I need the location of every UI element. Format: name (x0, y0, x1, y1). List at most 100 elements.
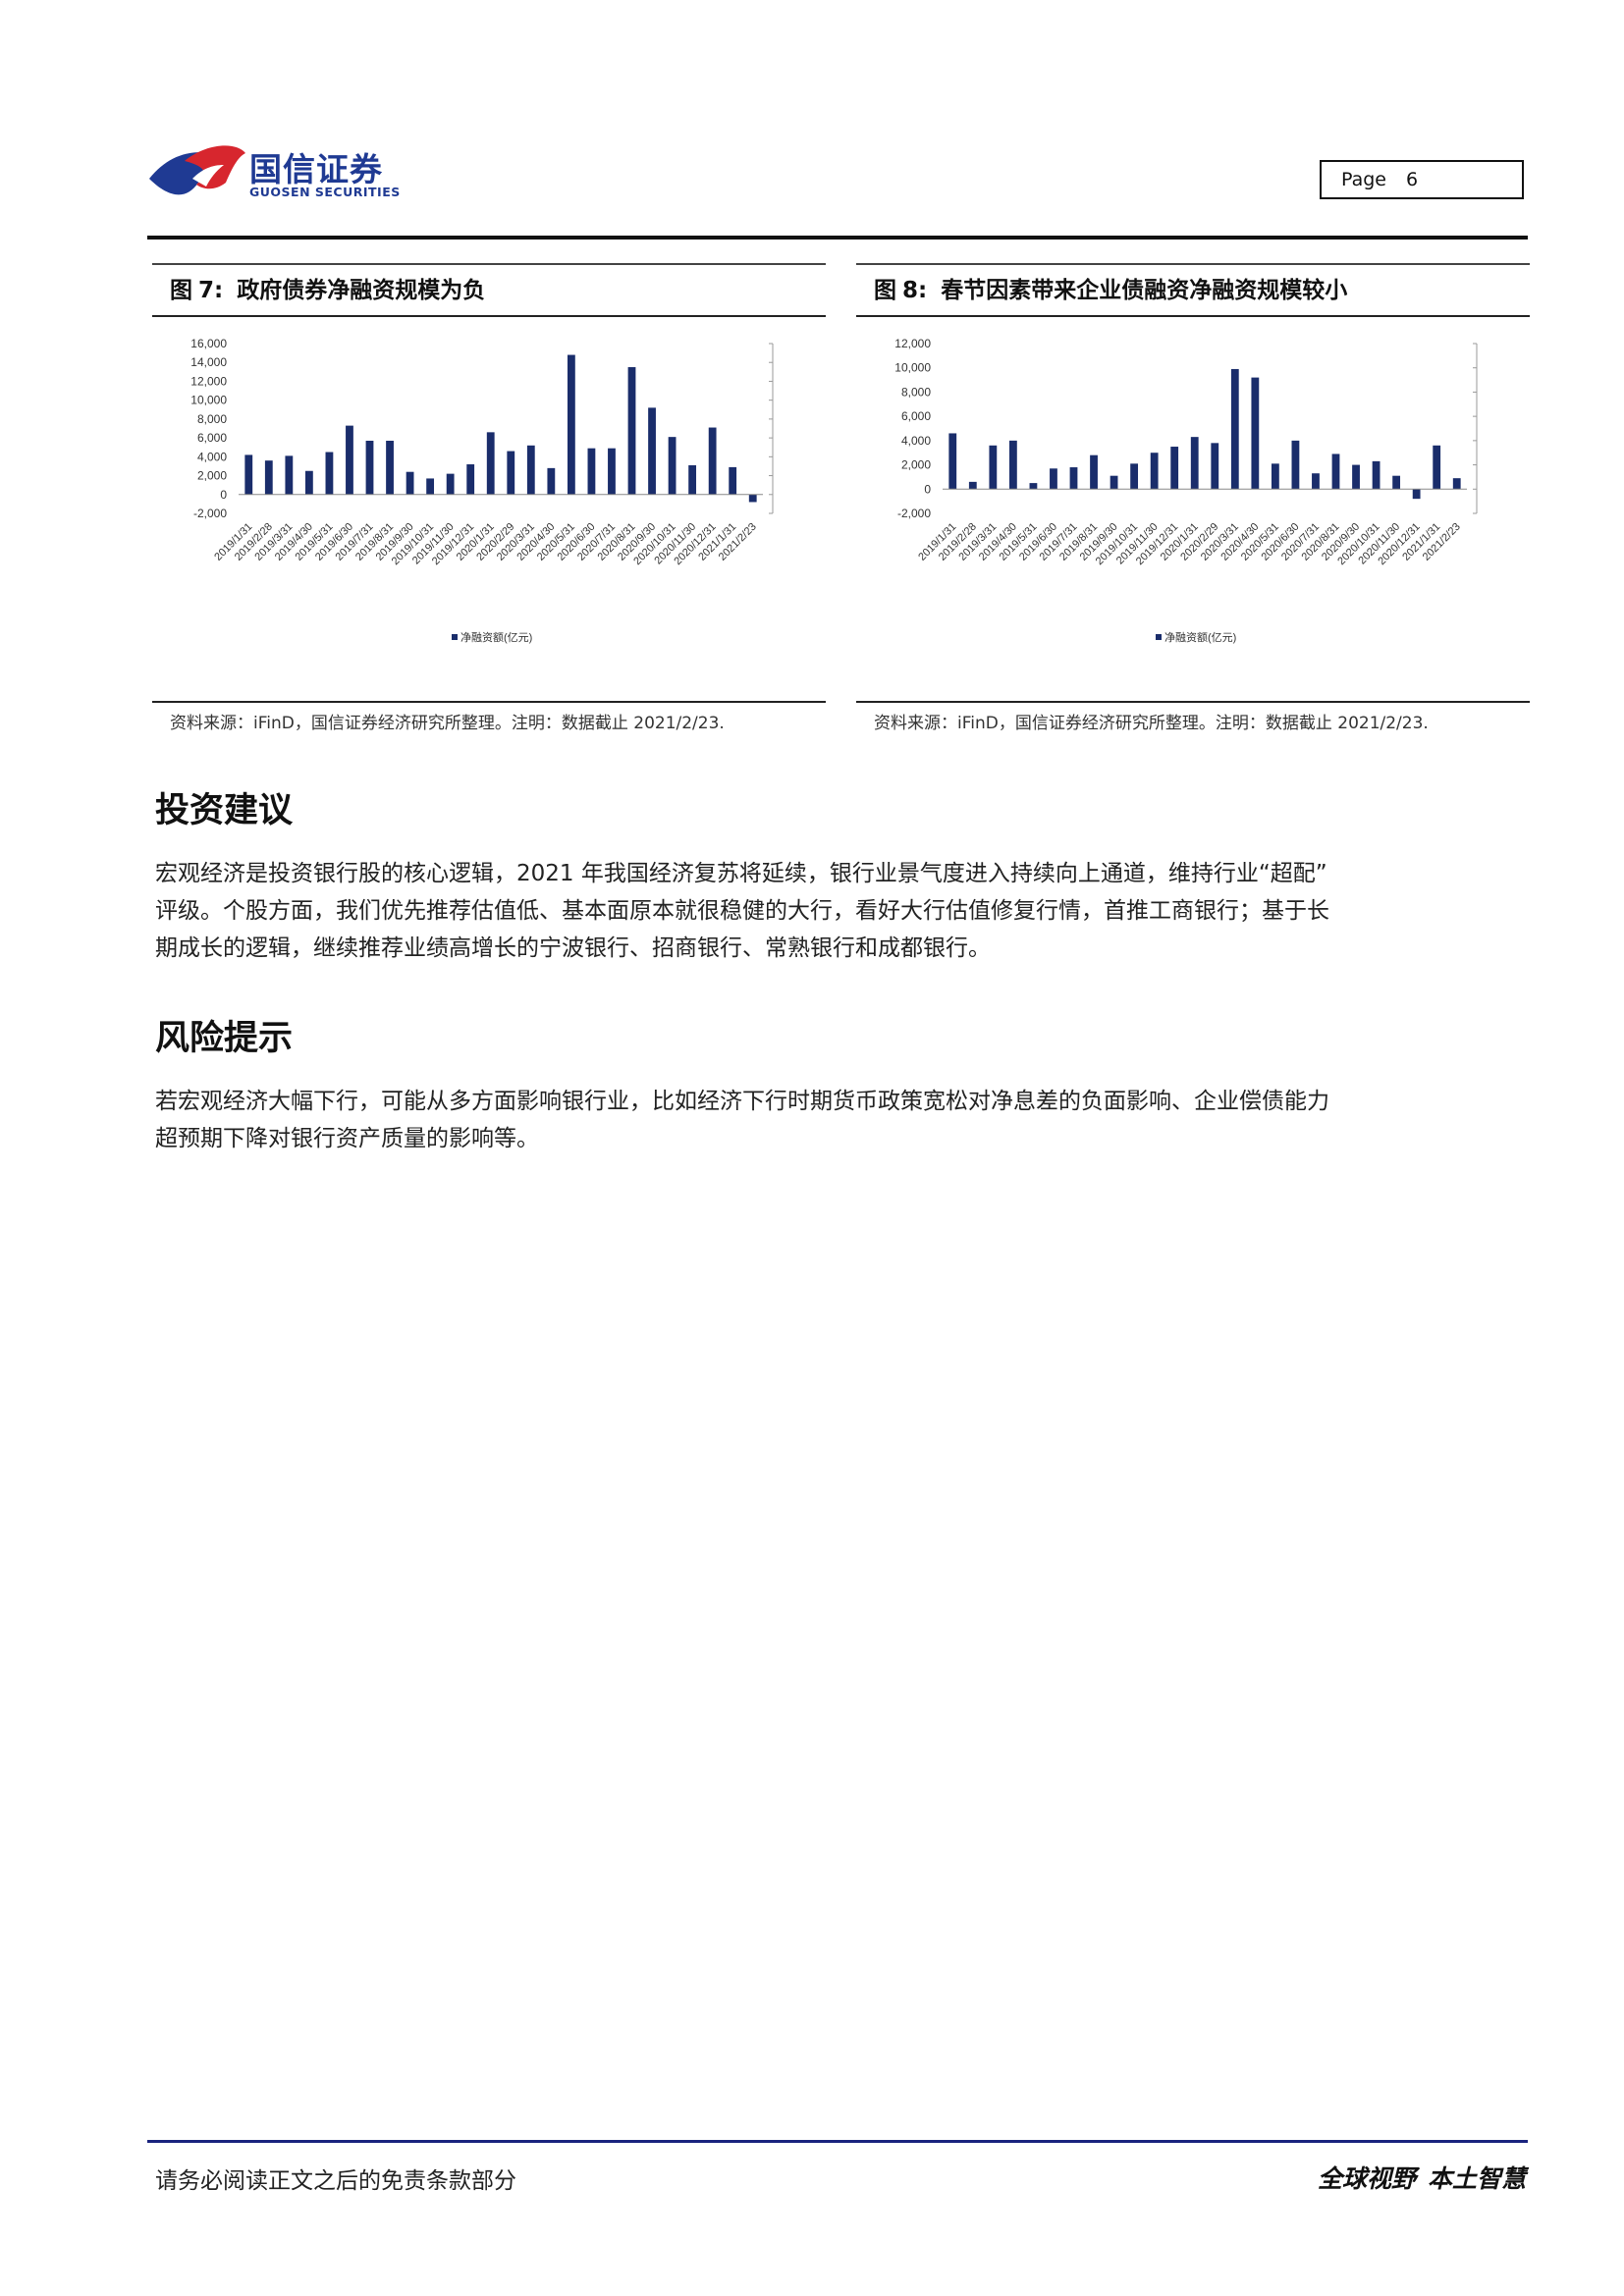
bar (1291, 440, 1300, 490)
bar (486, 432, 495, 495)
figure-number: 8: (902, 278, 928, 303)
bar (285, 455, 294, 495)
header-divider (147, 236, 1528, 240)
y-tick-label: 0 (220, 488, 227, 502)
bar (507, 451, 515, 495)
bar (1029, 483, 1038, 490)
bar (1190, 437, 1199, 490)
bar (1352, 464, 1360, 490)
logo-mark-icon (149, 145, 245, 195)
paragraph-line: 评级。个股方面，我们优先推荐估值低、基本面原本就很稳健的大行，看好大行估值修复行… (155, 898, 1329, 924)
bar (1050, 468, 1057, 490)
y-tick-label: 4,000 (901, 434, 931, 448)
figure-bottom-rule (856, 701, 1530, 703)
page-indicator: Page 6 (1320, 160, 1524, 199)
y-tick-label: 8,000 (197, 412, 227, 426)
brand-name-en: GUOSEN SECURITIES (249, 185, 401, 199)
figure-top-rule (856, 263, 1530, 265)
bar (648, 407, 656, 495)
bar (526, 445, 535, 495)
bar (386, 440, 394, 495)
figure-source: 资料来源：iFinD，国信证券经济研究所整理。注明：数据截止 2021/2/23… (170, 714, 725, 733)
paragraph-risk: 若宏观经济大幅下行，可能从多方面影响银行业，比如经济下行时期货币政策宽松对净息差… (155, 1083, 1530, 1157)
y-tick-label: 10,000 (190, 394, 227, 407)
y-tick-label: 16,000 (190, 337, 227, 350)
bar (1312, 473, 1320, 490)
paragraph-line: 宏观经济是投资银行股的核心逻辑，2021 年我国经济复苏将延续，银行业景气度进入… (155, 861, 1327, 886)
bar (547, 467, 556, 495)
page-number: 6 (1406, 169, 1419, 190)
figure-title: 图 8: 春节因素带来企业债融资净融资规模较小 (874, 271, 1347, 310)
bar (346, 425, 353, 495)
section-heading-risk: 风险提示 (155, 1019, 294, 1058)
bar (244, 454, 253, 495)
bar (1110, 475, 1118, 490)
y-tick-label: -2,000 (897, 507, 931, 520)
figure-title-rule (856, 315, 1530, 317)
y-tick-label: 12,000 (894, 337, 931, 350)
footer-divider (147, 2140, 1528, 2143)
section-heading-invest: 投资建议 (155, 791, 294, 830)
paragraph-line: 超预期下降对银行资产质量的影响等。 (155, 1126, 539, 1151)
bar (627, 367, 636, 495)
bar (466, 464, 475, 495)
page-label: Page (1341, 169, 1386, 190)
footer-slogan-1: 全球视野 (1318, 2164, 1417, 2193)
y-tick-label: 6,000 (901, 409, 931, 423)
bar (608, 448, 616, 495)
bar (1130, 463, 1139, 490)
bar (426, 478, 435, 495)
bar (325, 452, 334, 495)
bar (989, 445, 998, 490)
bar (567, 354, 575, 495)
bar (1069, 467, 1078, 490)
bar (587, 448, 596, 495)
bar (1452, 478, 1461, 490)
y-tick-label: 0 (924, 482, 931, 496)
legend-label: 净融资额(亿元) (460, 630, 532, 644)
bar (446, 473, 455, 495)
footer-disclaimer: 请务必阅读正文之后的免责条款部分 (155, 2168, 516, 2194)
bar (668, 437, 677, 495)
bar (1150, 453, 1159, 490)
bar (688, 464, 697, 495)
figure-title: 图 7: 政府债券净融资规模为负 (170, 271, 485, 310)
y-tick-label: 14,000 (190, 355, 227, 369)
bar (1372, 460, 1380, 490)
bar (1170, 447, 1179, 490)
figure-8: 图 8: 春节因素带来企业债融资净融资规模较小 -2,000 0 2,000 4,000 6… (856, 263, 1530, 734)
logo-white-cut (192, 165, 224, 187)
y-tick-label: -2,000 (193, 507, 227, 520)
bar (1433, 445, 1441, 490)
bar (1090, 454, 1098, 490)
figure-title-rule (152, 315, 826, 317)
paragraph-invest: 宏观经济是投资银行股的核心逻辑，2021 年我国经济复苏将延续，银行业景气度进入… (155, 855, 1530, 967)
bar (1412, 489, 1421, 500)
figure-top-rule (152, 263, 826, 265)
brand-logo: 国信证券 GUOSEN SECURITIES (147, 139, 400, 208)
y-tick-label: 2,000 (901, 458, 931, 472)
bar-chart-corporate-bonds: -2,00002,0004,0006,0008,00010,00012,0002… (894, 337, 1478, 644)
bar-chart-government-bonds: -2,000 0 2,000 4,000 6,000 8,000 10,000 12,000 1… (190, 337, 774, 644)
bar (1392, 475, 1401, 490)
legend-swatch (452, 634, 458, 640)
bar (365, 440, 374, 495)
y-tick-label: 8,000 (901, 385, 931, 399)
legend-swatch (1156, 634, 1162, 640)
bar (748, 494, 757, 503)
bar (968, 481, 977, 490)
bar (264, 460, 273, 495)
bar (708, 427, 717, 495)
figure-source: 资料来源：iFinD，国信证券经济研究所整理。注明：数据截止 2021/2/23… (874, 714, 1429, 733)
paragraph-line: 期成长的逻辑，继续推荐业绩高增长的宁波银行、招商银行、常熟银行和成都银行。 (155, 935, 991, 961)
paragraph-line: 若宏观经济大幅下行，可能从多方面影响银行业，比如经济下行时期货币政策宽松对净息差… (155, 1089, 1329, 1114)
bar (729, 466, 737, 495)
figure-bottom-rule (152, 701, 826, 703)
bar (948, 433, 957, 490)
figure-number: 7: (198, 278, 224, 303)
bar (406, 471, 414, 495)
y-tick-label: 2,000 (197, 469, 227, 483)
bar (1008, 440, 1017, 490)
bar (1211, 443, 1219, 490)
y-tick-label: 12,000 (190, 374, 227, 388)
